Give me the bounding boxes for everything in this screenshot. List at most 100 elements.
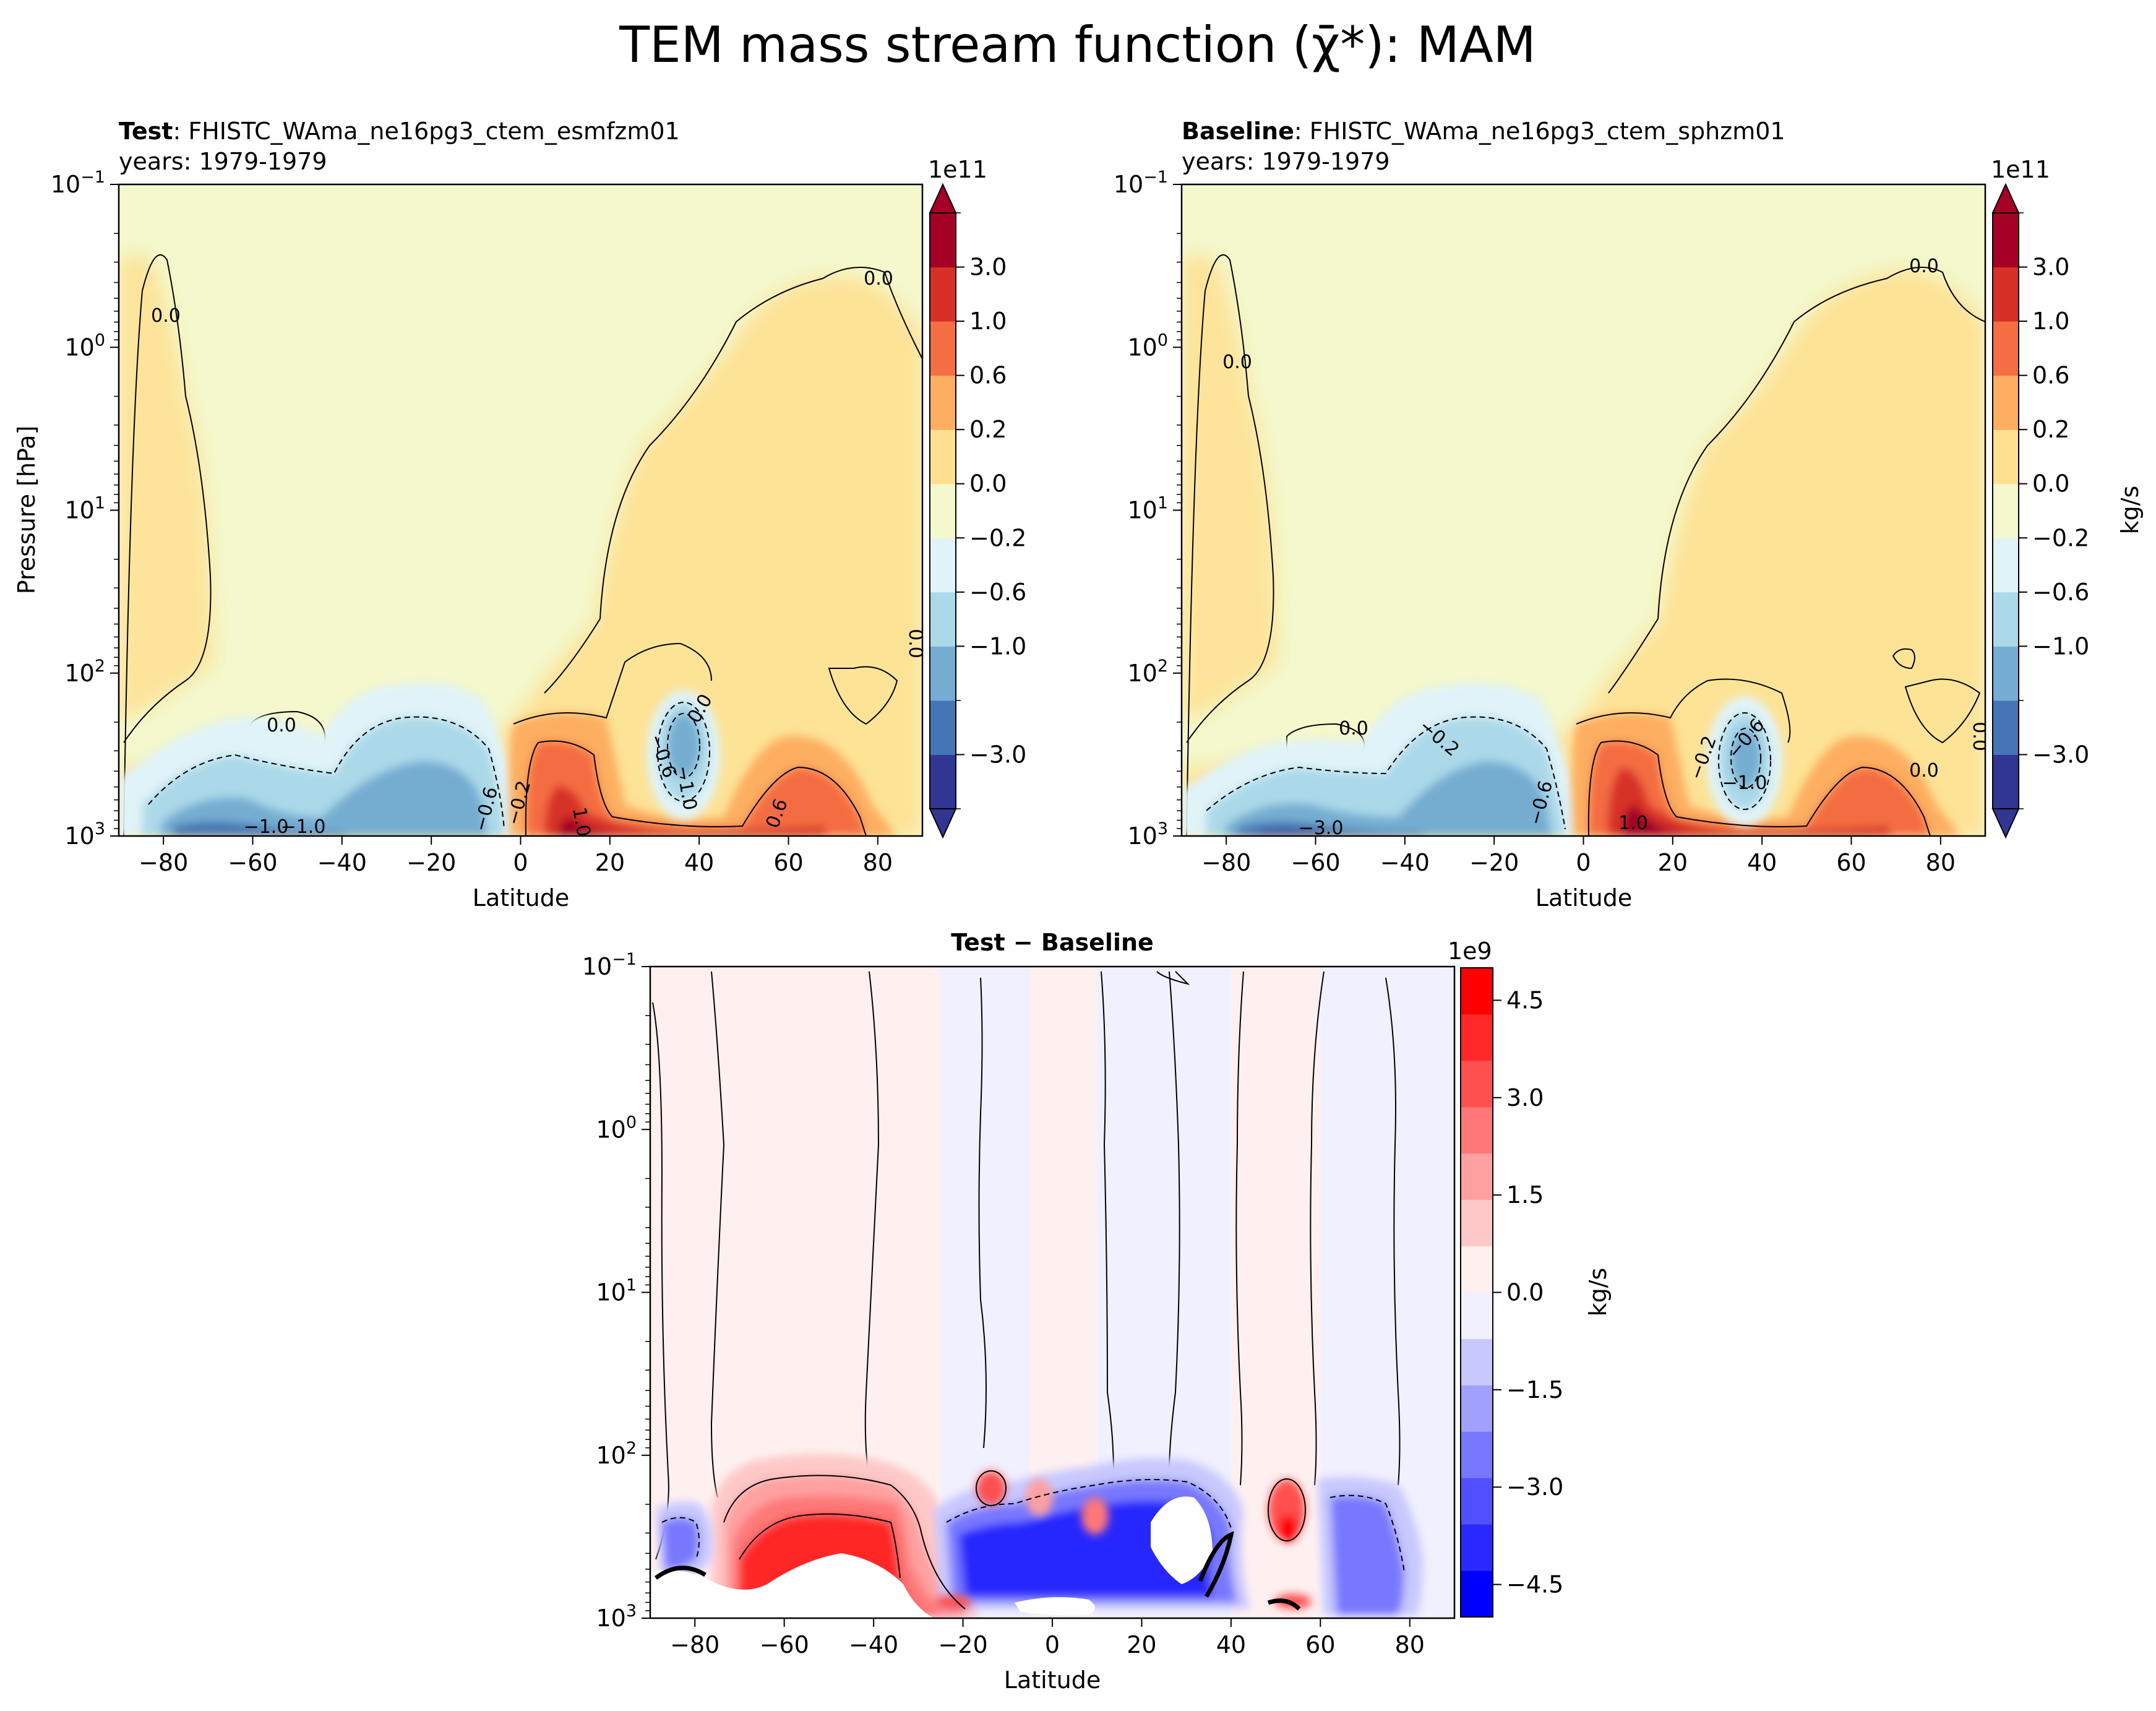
colorbar-bin <box>1993 646 2019 701</box>
x-tick-label: −80 <box>1201 849 1251 876</box>
colorbar-tick-label: 0.0 <box>1506 1279 1544 1306</box>
baseline-nh-positive-region <box>1571 270 1985 836</box>
colorbar-bin <box>1461 1199 1493 1247</box>
test-solid-contours <box>513 642 867 836</box>
x-tick-label: −60 <box>760 1631 809 1658</box>
baseline-sh-positive-region <box>1182 255 1278 724</box>
x-tick-label: 0 <box>513 849 528 876</box>
colorbar-tick-label: −4.5 <box>1506 1571 1563 1598</box>
test-panel-years: years: 1979-1979 <box>119 148 327 175</box>
colorbar-bin <box>930 700 956 755</box>
x-tick-label: 0 <box>1576 849 1591 876</box>
y-tick-label: 100 <box>64 330 105 361</box>
y-tick-label: 102 <box>596 1439 637 1469</box>
y-tick-label: 100 <box>596 1113 637 1143</box>
x-tick-label: −80 <box>670 1631 719 1658</box>
colorbar-bin <box>1461 1106 1493 1154</box>
y-tick-label: 10−1 <box>1114 168 1168 198</box>
x-tick-label: 20 <box>1127 1631 1156 1658</box>
x-tick-label: −40 <box>849 1631 898 1658</box>
svg-text:−1.0: −1.0 <box>244 816 289 838</box>
baseline-x-axis-label: Latitude <box>1535 884 1632 912</box>
colorbar-bin <box>1461 1338 1493 1386</box>
colorbar-bin <box>1993 213 2019 268</box>
baseline-colorbar-scale: 1e11 <box>1991 156 2050 183</box>
baseline-nh-negative-cell <box>1706 696 1783 826</box>
colorbar-tick-label: −3.0 <box>969 741 1026 768</box>
difference-dashed-contours <box>661 1479 1405 1572</box>
baseline-solid-contours <box>1576 678 1931 836</box>
x-tick-label: 20 <box>595 849 625 876</box>
svg-text:0.0: 0.0 <box>1222 351 1252 373</box>
colorbar-tick-label: −3.0 <box>1506 1473 1563 1501</box>
x-tick-label: 60 <box>1836 849 1866 876</box>
svg-text:0.0: 0.0 <box>151 305 181 327</box>
colorbar-tick-label: −1.5 <box>1506 1376 1563 1403</box>
colorbar-bin <box>1461 1571 1493 1618</box>
colorbar-tick-label: −0.6 <box>2032 579 2089 606</box>
test-nh-positive-region <box>507 276 922 836</box>
colorbar-tick-label: −0.2 <box>2032 524 2089 551</box>
colorbar-bin <box>930 538 956 593</box>
colorbar-tick-label: −1.0 <box>2032 632 2089 660</box>
colorbar-tick-label: 0.0 <box>969 470 1007 498</box>
colorbar-bin <box>930 375 956 430</box>
colorbar-bin <box>1993 429 2019 485</box>
x-tick-label: 60 <box>1305 1631 1335 1658</box>
baseline-panel-title: Baseline: FHISTC_WAma_ne16pg3_ctem_sphzm… <box>1182 118 1785 145</box>
x-tick-label: −80 <box>139 849 188 876</box>
x-tick-label: −20 <box>938 1631 987 1658</box>
colorbar-bin <box>1993 321 2019 376</box>
difference-panel: Test − Baseline <box>582 929 1612 1694</box>
colorbar-extend-max <box>929 183 957 213</box>
colorbar-tick-label: 0.6 <box>2032 362 2069 389</box>
colorbar-bin <box>1461 1246 1493 1293</box>
baseline-colorbar: −3.0 −1.0 −0.6 −0.2 0.0 0.2 0.6 1.0 3.0 <box>1991 183 2089 839</box>
colorbar-bin <box>930 592 956 647</box>
colorbar-tick-label: 3.0 <box>969 254 1007 281</box>
x-tick-label: −40 <box>1380 849 1430 876</box>
test-y-axis-label: Pressure [hPa] <box>13 426 40 595</box>
colorbar-tick-label: 1.0 <box>2032 308 2069 335</box>
test-tropical-positive-cell <box>509 713 897 836</box>
colorbar-tick-label: 1.0 <box>969 308 1007 335</box>
colorbar-bin <box>1993 754 2019 809</box>
difference-plot-area <box>650 967 1454 1618</box>
colorbar-bin <box>1993 700 2019 755</box>
y-tick-label: 103 <box>596 1601 637 1632</box>
svg-text:0.0: 0.0 <box>1909 256 1939 277</box>
difference-x-axis-label: Latitude <box>1004 1666 1101 1694</box>
figure-title: TEM mass stream function (χ̄*): MAM <box>619 16 1535 74</box>
svg-text:1.0: 1.0 <box>568 806 595 838</box>
colorbar-frame <box>1992 212 2019 809</box>
test-sh-positive-region <box>119 255 213 724</box>
colorbar-bin <box>930 213 956 268</box>
y-tick-label: 101 <box>64 494 105 524</box>
difference-colorbar-unit: kg/s <box>1584 1268 1612 1317</box>
x-tick-label: −60 <box>1291 849 1340 876</box>
x-tick-label: 40 <box>1216 1631 1246 1658</box>
colorbar-bin <box>1461 1431 1493 1478</box>
colorbar-bin <box>930 646 956 701</box>
svg-text:0.0: 0.0 <box>904 629 926 658</box>
colorbar-tick-label: 4.5 <box>1506 986 1544 1014</box>
svg-text:−3.0: −3.0 <box>1299 817 1344 839</box>
baseline-axes: −80 −60 −40 −20 0 20 40 60 80 10−1 100 101 102 103 <box>1114 168 1956 876</box>
colorbar-bin <box>1993 267 2019 322</box>
x-tick-label: 40 <box>684 849 714 876</box>
colorbar-frame <box>929 212 956 809</box>
y-tick-label: 100 <box>1127 330 1168 361</box>
colorbar-tick-label: 0.2 <box>969 416 1007 443</box>
test-x-axis-label: Latitude <box>473 884 569 912</box>
colorbar-bin <box>1993 375 2019 430</box>
svg-text:1.0: 1.0 <box>1618 812 1648 834</box>
y-tick-label: 103 <box>1127 819 1168 850</box>
baseline-panel: Baseline: FHISTC_WAma_ne16pg3_ctem_sphzm… <box>1114 118 2144 912</box>
x-tick-label: 80 <box>1395 1631 1425 1658</box>
test-colorbar: −3.0 −1.0 −0.6 −0.2 0.0 0.2 0.6 1.0 3.0 <box>929 183 1026 839</box>
y-tick-label: 10−1 <box>582 950 637 980</box>
colorbar-bin <box>1461 1385 1493 1432</box>
x-tick-label: −20 <box>1469 849 1519 876</box>
colorbar-tick-label: −0.2 <box>969 524 1026 551</box>
